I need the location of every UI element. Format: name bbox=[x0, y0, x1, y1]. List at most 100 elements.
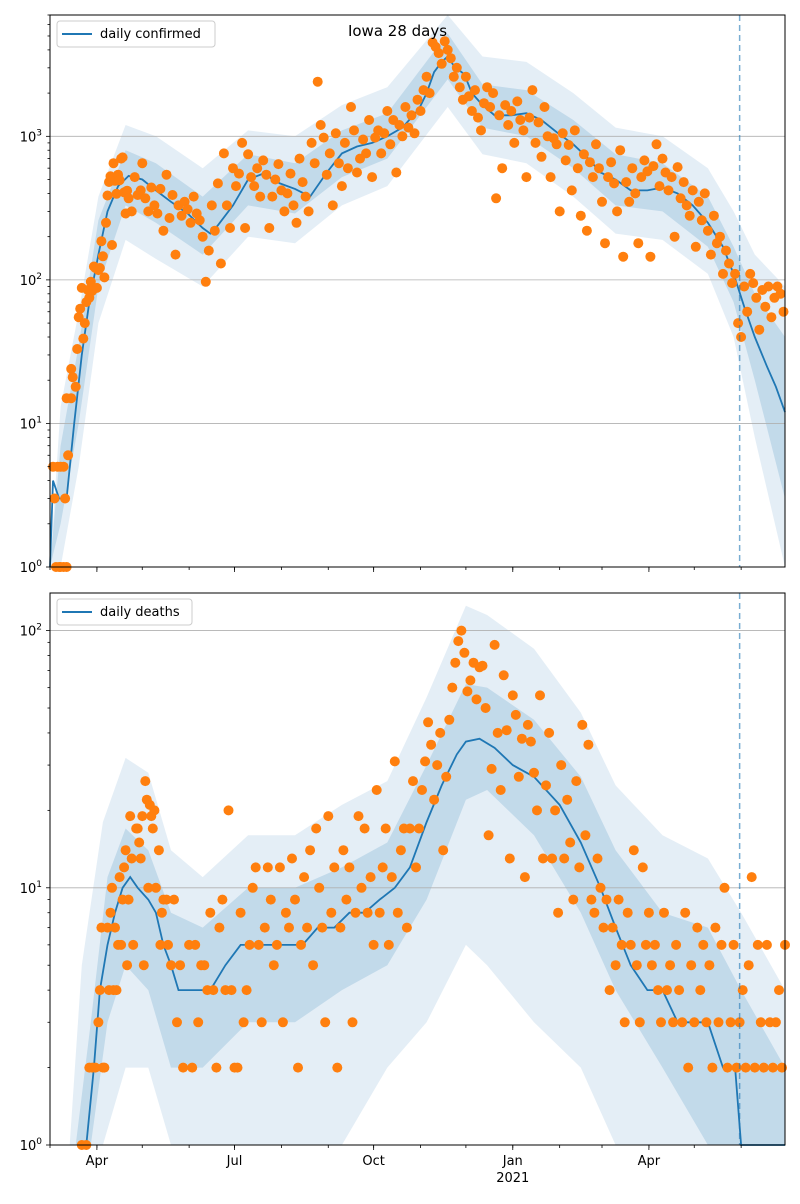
confirmed-y-ticks: 100 101 102 103 bbox=[20, 14, 50, 576]
data-point bbox=[359, 823, 370, 834]
data-point bbox=[111, 188, 122, 199]
data-point bbox=[480, 703, 491, 713]
data-point bbox=[597, 196, 607, 207]
confirmed-panel: 100 101 102 103 Iowa 28 days daily confirme… bbox=[20, 14, 789, 576]
data-point bbox=[654, 181, 665, 192]
data-point bbox=[421, 71, 432, 82]
data-point bbox=[138, 960, 149, 971]
data-point bbox=[90, 1062, 101, 1073]
data-point bbox=[563, 140, 574, 150]
data-point bbox=[562, 794, 573, 805]
data-point bbox=[309, 158, 320, 169]
x-tick-label: Jan bbox=[502, 1154, 523, 1169]
data-point bbox=[489, 639, 500, 650]
data-point bbox=[569, 125, 580, 136]
data-point bbox=[129, 172, 140, 183]
data-point bbox=[513, 771, 524, 782]
data-point bbox=[143, 882, 154, 893]
data-point bbox=[411, 862, 421, 873]
data-point bbox=[728, 939, 739, 950]
data-point bbox=[681, 200, 692, 211]
data-point bbox=[137, 158, 148, 169]
data-point bbox=[686, 960, 697, 971]
data-point bbox=[718, 268, 728, 279]
data-point bbox=[211, 1062, 222, 1073]
data-point bbox=[166, 960, 176, 971]
y-tick-label: 100 bbox=[20, 559, 43, 576]
y-tick-label: 103 bbox=[20, 128, 42, 145]
data-point bbox=[94, 985, 105, 996]
data-point bbox=[438, 845, 449, 856]
data-point bbox=[197, 231, 208, 242]
data-point bbox=[371, 785, 382, 795]
data-point bbox=[392, 907, 403, 918]
data-point bbox=[680, 907, 691, 918]
data-point bbox=[175, 960, 186, 971]
data-point bbox=[577, 719, 588, 730]
data-point bbox=[672, 162, 683, 173]
data-point bbox=[507, 690, 518, 701]
data-point bbox=[353, 811, 364, 822]
data-point bbox=[231, 181, 241, 192]
data-point bbox=[111, 985, 122, 996]
data-point bbox=[674, 985, 685, 996]
data-point bbox=[541, 780, 551, 791]
data-point bbox=[575, 210, 586, 221]
data-point bbox=[659, 907, 669, 918]
chart-title: Iowa 28 days bbox=[348, 22, 447, 40]
data-point bbox=[284, 922, 294, 933]
data-point bbox=[565, 837, 576, 848]
data-point bbox=[591, 139, 601, 150]
data-point bbox=[315, 120, 326, 130]
data-point bbox=[423, 717, 434, 728]
data-point bbox=[300, 191, 311, 202]
data-point bbox=[497, 163, 508, 174]
data-point bbox=[382, 106, 393, 116]
data-point bbox=[75, 303, 86, 314]
data-point bbox=[306, 137, 317, 148]
data-point bbox=[578, 149, 589, 160]
data-point bbox=[740, 1062, 751, 1073]
data-point bbox=[439, 36, 450, 47]
data-point bbox=[317, 922, 328, 933]
data-point bbox=[767, 1062, 778, 1073]
data-point bbox=[512, 96, 523, 107]
data-point bbox=[684, 210, 695, 221]
data-point bbox=[156, 907, 167, 918]
data-point bbox=[544, 727, 555, 738]
data-point bbox=[205, 907, 216, 918]
deaths-series-line bbox=[85, 737, 785, 1146]
data-point bbox=[616, 939, 627, 950]
data-point bbox=[696, 215, 707, 226]
data-point bbox=[376, 148, 387, 159]
data-point bbox=[627, 163, 638, 174]
data-point bbox=[262, 862, 273, 873]
data-point bbox=[97, 251, 108, 262]
data-point bbox=[179, 196, 190, 207]
data-point bbox=[504, 853, 515, 864]
data-point bbox=[473, 112, 483, 123]
data-point bbox=[483, 830, 494, 841]
data-point bbox=[273, 159, 284, 170]
data-point bbox=[436, 58, 447, 69]
data-point bbox=[550, 805, 561, 816]
data-point bbox=[193, 1017, 204, 1028]
data-point bbox=[743, 960, 754, 971]
data-point bbox=[285, 168, 296, 179]
data-point bbox=[350, 907, 361, 918]
data-point bbox=[581, 225, 592, 236]
data-point bbox=[745, 268, 756, 279]
data-point bbox=[134, 837, 145, 848]
data-point bbox=[110, 922, 120, 933]
data-point bbox=[105, 907, 116, 918]
data-point bbox=[155, 183, 166, 194]
data-point bbox=[770, 1017, 781, 1028]
data-point bbox=[601, 894, 612, 905]
data-point bbox=[287, 853, 297, 864]
data-point bbox=[535, 690, 545, 701]
data-point bbox=[442, 44, 453, 55]
data-point bbox=[333, 158, 344, 169]
confirmed-x-ticks bbox=[49, 567, 742, 572]
data-point bbox=[693, 196, 704, 207]
data-point bbox=[147, 823, 158, 834]
